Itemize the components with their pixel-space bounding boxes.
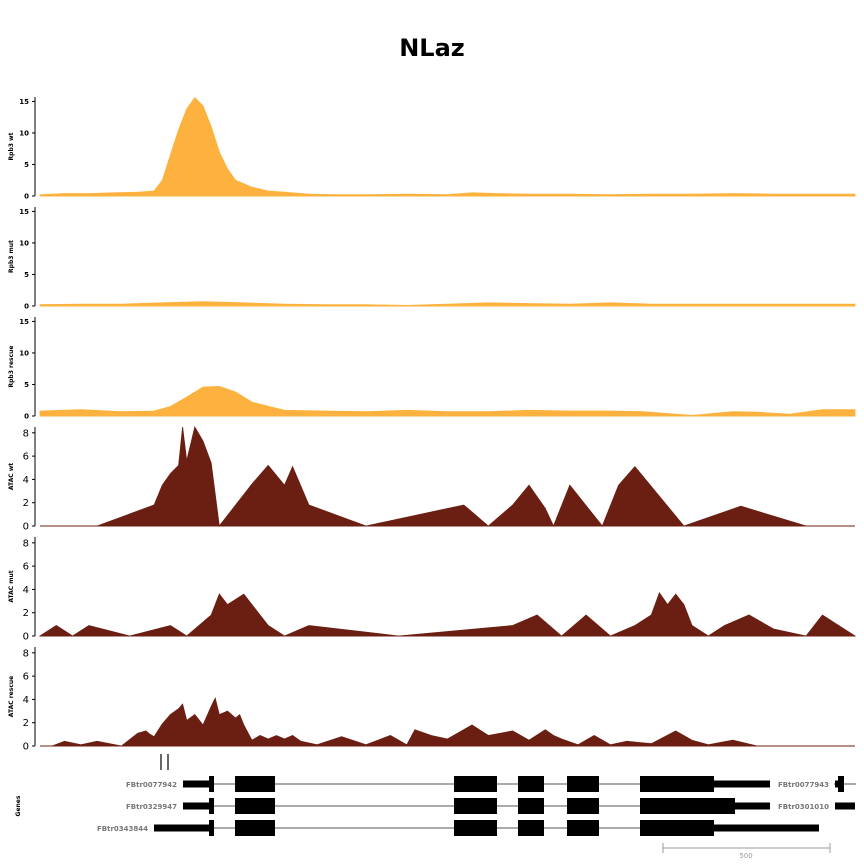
exon-block <box>235 820 275 836</box>
utr-block <box>835 802 855 810</box>
y-tick-label: 8 <box>23 648 29 659</box>
exon-block <box>454 820 497 836</box>
exon-block <box>518 798 544 814</box>
transcript-label: FBtr0343844 <box>97 825 148 833</box>
y-tick-label: 10 <box>19 239 29 247</box>
y-tick-label: 4 <box>23 475 29 486</box>
track-4: 0 2 4 6 8 ATAC wt <box>8 425 855 533</box>
signal-area <box>39 301 856 307</box>
exon-block <box>567 820 599 836</box>
exon-block <box>235 798 275 814</box>
y-tick-label: 8 <box>23 428 29 439</box>
signal-area <box>40 425 855 528</box>
transcript-label: FBtr0077943 <box>778 781 829 789</box>
y-tick-label: 15 <box>19 208 29 216</box>
track-5: 0 2 4 6 8 ATAC mut <box>8 537 857 643</box>
y-tick-label: 6 <box>23 672 29 683</box>
signal-tracks: 0 5 10 15 Rpb3 wt 0 5 10 15 Rpb3 mut 0 5 10 15 Rpb3 re… <box>8 96 857 753</box>
y-tick-label: 2 <box>23 498 29 509</box>
scale-bar: 500 <box>662 843 831 860</box>
y-tick-label: 5 <box>24 271 29 279</box>
signal-area <box>38 592 857 637</box>
exon-block <box>640 820 714 836</box>
track-ylabel: Rpb3 wt <box>8 132 15 160</box>
exon-block <box>567 776 599 792</box>
y-tick-label: 0 <box>24 193 29 201</box>
transcript-label: FBtr0301010 <box>778 803 829 811</box>
exon-block <box>518 820 544 836</box>
transcript-right-2: FBtr0301010 <box>778 802 855 811</box>
signal-area <box>39 385 856 417</box>
utr-block <box>714 824 819 832</box>
genes-ylabel: Genes <box>15 795 22 816</box>
y-tick-label: 0 <box>24 303 29 311</box>
track-1: 0 5 10 15 Rpb3 wt <box>8 96 856 201</box>
utr-block <box>735 802 770 810</box>
y-tick-label: 10 <box>19 349 29 357</box>
signal-area <box>39 96 856 197</box>
y-tick-label: 5 <box>24 381 29 389</box>
transcript-1: FBtr0077942 <box>126 776 770 792</box>
track-6: 0 2 4 6 8 ATAC rescue <box>8 647 855 753</box>
exon-block <box>640 798 735 814</box>
scale-label: 500 <box>739 852 752 860</box>
track-ylabel: Rpb3 mut <box>8 240 15 273</box>
exon-block <box>454 798 497 814</box>
y-tick-label: 15 <box>19 98 29 106</box>
exon-block <box>235 776 275 792</box>
utr-block <box>154 824 209 832</box>
chart-title: NLaz <box>399 34 465 62</box>
y-tick-label: 0 <box>24 413 29 421</box>
track-ylabel: ATAC wt <box>8 463 15 490</box>
y-tick-label: 15 <box>19 318 29 326</box>
utr-block <box>714 780 770 788</box>
y-tick-label: 2 <box>23 718 29 729</box>
y-tick-label: 6 <box>23 452 29 463</box>
y-tick-label: 4 <box>23 695 29 706</box>
transcript-2: FBtr0329947 <box>126 798 770 814</box>
utr-block <box>183 780 209 788</box>
track-ylabel: ATAC rescue <box>8 676 15 717</box>
y-tick-label: 5 <box>24 161 29 169</box>
y-tick-label: 0 <box>23 632 29 643</box>
y-tick-label: 2 <box>23 608 29 619</box>
track-2: 0 5 10 15 Rpb3 mut <box>8 207 856 311</box>
exon-block <box>209 820 214 836</box>
y-tick-label: 6 <box>23 562 29 573</box>
utr-block <box>835 780 838 788</box>
gene-model-panel: Genes FBtr0077942 FBtr0329947 FBtr0343844 FB… <box>15 754 856 860</box>
transcript-label: FBtr0329947 <box>126 803 177 811</box>
exon-block <box>209 798 214 814</box>
utr-block <box>183 802 209 810</box>
track-3: 0 5 10 15 Rpb3 rescue <box>8 317 856 421</box>
exon-block <box>567 798 599 814</box>
y-tick-label: 0 <box>23 742 29 753</box>
track-ylabel: Rpb3 rescue <box>8 346 15 388</box>
y-tick-label: 0 <box>23 522 29 533</box>
transcript-3: FBtr0343844 <box>97 820 819 836</box>
transcript-right-1: FBtr0077943 <box>778 776 856 792</box>
y-tick-label: 10 <box>19 129 29 137</box>
track-ylabel: ATAC mut <box>8 570 15 602</box>
exon-block <box>518 776 544 792</box>
exon-block <box>209 776 214 792</box>
exon-block <box>454 776 497 792</box>
y-tick-label: 8 <box>23 538 29 549</box>
exon-block <box>640 776 714 792</box>
y-tick-label: 4 <box>23 585 29 596</box>
signal-area <box>40 697 855 747</box>
transcript-label: FBtr0077942 <box>126 781 177 789</box>
exon-block <box>838 776 844 792</box>
